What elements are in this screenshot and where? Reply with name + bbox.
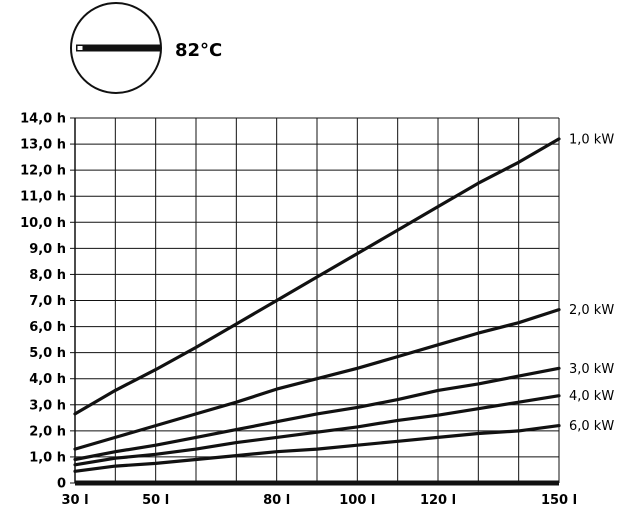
series-line (73, 137, 561, 416)
series-label: 3,0 kW (569, 362, 614, 377)
temperature-label: 82°C (175, 40, 222, 61)
thermostat-dial-icon (70, 2, 162, 94)
x-tick-label: 150 l (541, 493, 577, 508)
y-tick-label: 6,0 h (29, 320, 66, 335)
series-label: 2,0 kW (569, 303, 614, 318)
y-tick-label: 12,0 h (20, 164, 66, 179)
series-label: 6,0 kW (569, 419, 614, 434)
chart-labels: 0 1,0 h 2,0 h 3,0 h 4,0 h 5,0 h 6,0 h 7,0 h 8,0 … (20, 112, 614, 509)
y-tick-label: 11,0 h (20, 190, 66, 205)
x-tick-label: 30 l (61, 493, 88, 508)
y-tick-label: 8,0 h (29, 268, 66, 283)
y-tick-label: 4,0 h (29, 372, 66, 387)
y-tick-label: 7,0 h (29, 294, 66, 309)
series-line (73, 308, 561, 451)
x-tick-label: 80 l (263, 493, 290, 508)
series-line (73, 394, 561, 467)
y-tick-label: 5,0 h (29, 346, 66, 361)
x-tick-label: 120 l (420, 493, 456, 508)
y-tick-label: 1,0 h (29, 450, 66, 465)
y-tick-label: 14,0 h (20, 112, 66, 127)
chart-grid (75, 117, 560, 483)
chart-series (73, 137, 561, 473)
y-tick-label: 13,0 h (20, 138, 66, 153)
y-tick-label: 10,0 h (20, 216, 66, 231)
y-tick-label: 0 (57, 477, 66, 492)
series-line (73, 366, 561, 462)
x-tick-label: 50 l (142, 493, 169, 508)
series-label: 4,0 kW (569, 389, 614, 404)
x-tick-label: 100 l (339, 493, 375, 508)
y-tick-label: 2,0 h (29, 424, 66, 439)
y-tick-label: 3,0 h (29, 398, 66, 413)
y-tick-label: 9,0 h (29, 242, 66, 257)
series-line (73, 424, 561, 473)
series-label: 1,0 kW (569, 132, 614, 147)
chart-axes (70, 117, 559, 486)
